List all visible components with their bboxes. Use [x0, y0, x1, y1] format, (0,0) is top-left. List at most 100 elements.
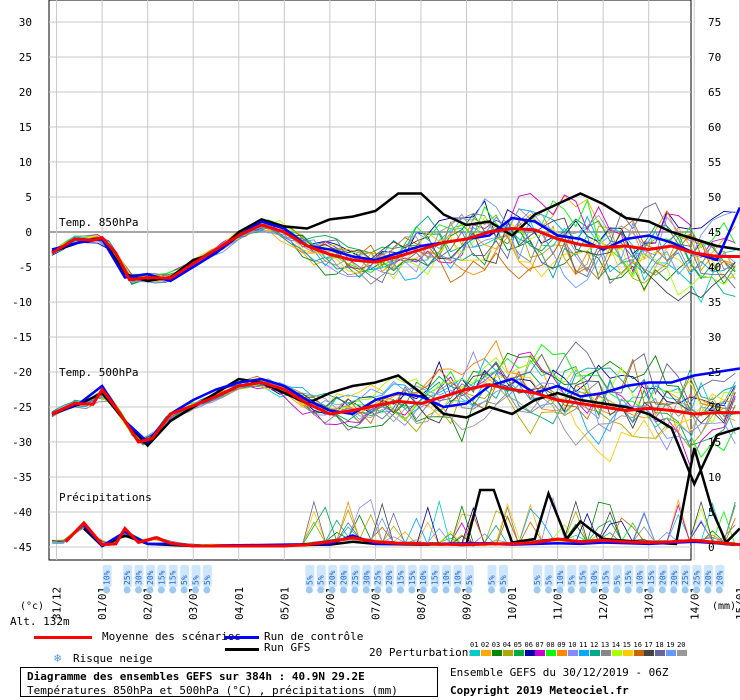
perturbation-swatch: [622, 650, 633, 656]
snow-risk-cell: [453, 565, 463, 587]
snow-risk-value: 5%: [465, 575, 474, 585]
right-tick-label: 0: [708, 541, 715, 554]
perturbation-swatch: [579, 650, 589, 656]
snow-risk-cell: [612, 565, 622, 587]
snow-flake-icon: [658, 586, 666, 594]
snow-risk-cell: [134, 565, 144, 587]
x-date-label: 06/01: [324, 587, 337, 620]
perturbation-line: [51, 199, 736, 278]
snow-flake-icon: [157, 586, 165, 594]
x-date-label: 13/01: [643, 587, 656, 620]
snow-risk-value: 25%: [681, 570, 690, 585]
x-date-label: 10/01: [506, 587, 519, 620]
snow-risk-cell: [601, 565, 611, 587]
gridlines: [49, 0, 740, 560]
perturbation-id: 14: [611, 641, 621, 649]
snow-risk-value: 25%: [693, 570, 702, 585]
altitude-label: Alt. 132m: [10, 615, 70, 628]
perturbation-id: 05: [513, 641, 523, 649]
snow-risk-cell: [407, 565, 417, 587]
right-tick-label: 65: [708, 86, 721, 99]
snow-risk-row: 10% 25% 30% 20% 15% 15% 5% 5% 5% 5% 5% 20% 20% 25% 30%…: [102, 565, 725, 594]
series-0-precip: [64, 520, 740, 548]
snow-risk-cell: [191, 565, 201, 587]
right-tick-label: 15: [708, 436, 721, 449]
snow-risk-value: 10%: [556, 570, 565, 585]
snow-flake-icon: [465, 586, 473, 594]
snow-risk-value: 25%: [374, 570, 383, 585]
perturbation-id: 01: [470, 641, 479, 649]
x-date-label: 03/01: [187, 587, 200, 620]
perturbation-swatch: [600, 650, 611, 656]
snow-risk-value: 15%: [169, 570, 178, 585]
snow-risk-value: 20%: [146, 570, 155, 585]
right-tick-label: 55: [708, 156, 721, 169]
snow-risk-cell: [305, 565, 315, 587]
snow-flake-icon: [579, 586, 587, 594]
snow-flake-icon: [681, 586, 689, 594]
panel-label-t500: Temp. 500hPa: [59, 366, 138, 379]
right-tick-label: 30: [708, 331, 721, 344]
snow-flake-icon: [169, 586, 177, 594]
snow-risk-value: 5%: [317, 575, 326, 585]
snow-flake-icon: [488, 586, 496, 594]
snow-flake-icon: [704, 586, 712, 594]
x-date-label: 15/01: [734, 587, 740, 620]
snow-flake-icon: [636, 586, 644, 594]
left-tick-label: 20: [19, 86, 32, 99]
snow-risk-value: 5%: [305, 575, 314, 585]
snow-risk-value: 15%: [601, 570, 610, 585]
perturbation-id: 08: [546, 641, 555, 649]
perturbation-id: 02: [480, 641, 490, 649]
x-date-label: 14/01: [688, 587, 701, 620]
perturbation-id: 11: [579, 641, 588, 649]
snow-flake-icon: [317, 586, 325, 594]
snow-flake-icon: [419, 586, 427, 594]
perturbation-swatch: [470, 650, 480, 656]
perturbation-id: 09: [557, 641, 566, 649]
snow-flake-icon: [453, 586, 461, 594]
snow-risk-value: 5%: [180, 575, 189, 585]
right-tick-label: 50: [708, 191, 721, 204]
snow-risk-value: 5%: [544, 575, 553, 585]
snow-flake-icon: [203, 586, 211, 594]
perturbation-id: 07: [535, 641, 544, 649]
snow-flake-icon: [715, 586, 723, 594]
snow-risk-cell: [464, 565, 474, 587]
left-tick-label: -40: [12, 506, 32, 519]
left-tick-label: 5: [25, 191, 32, 204]
perturbation-swatch: [480, 650, 491, 656]
snow-risk-value: 5%: [567, 575, 576, 585]
snow-risk-value: 15%: [647, 570, 656, 585]
perturbation-id: 06: [524, 641, 533, 649]
right-tick-label: 75: [708, 16, 721, 29]
diagram-title: Diagramme des ensembles GEFS sur 384h : …: [27, 670, 365, 683]
perturbation-swatch: [633, 650, 644, 656]
snow-risk-cell: [544, 565, 554, 587]
perturbation-swatch: [568, 650, 579, 656]
snow-risk-cell: [350, 565, 360, 587]
x-date-label: 31/12: [51, 587, 64, 620]
series-0-t850: [51, 223, 740, 282]
perturbation-swatch: [589, 650, 600, 656]
snow-flake-icon: [647, 586, 655, 594]
right-tick-label: 25: [708, 366, 721, 379]
snow-risk-cell: [316, 565, 326, 587]
snow-risk-value: 15%: [396, 570, 405, 585]
right-tick-label: 60: [708, 121, 721, 134]
snow-flake-icon: [305, 586, 313, 594]
left-tick-label: -5: [19, 261, 32, 274]
snow-risk-cell: [624, 565, 634, 587]
perturbation-swatch: [644, 650, 655, 656]
snow-risk-value: 20%: [658, 570, 667, 585]
snow-risk-value: 15%: [157, 570, 166, 585]
perturbation-line: [51, 218, 736, 285]
run-info: Ensemble GEFS du 30/12/2019 - 06Z: [450, 666, 669, 679]
perturbation-swatch: [611, 650, 622, 656]
snow-flake-icon: [351, 586, 359, 594]
snow-flake-icon: [123, 586, 131, 594]
panel-label-precip: Précipitations: [59, 491, 152, 504]
series-2-t500: [51, 374, 740, 488]
snow-risk-value: 10%: [103, 570, 112, 585]
snow-risk-value: 10%: [590, 570, 599, 585]
